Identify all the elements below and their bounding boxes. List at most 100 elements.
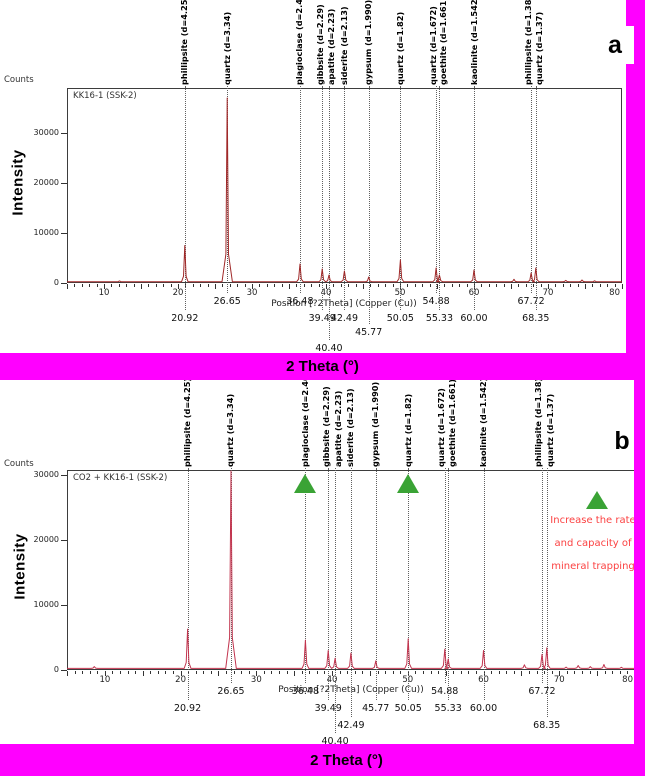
x-tick xyxy=(96,284,98,287)
y-tick-label: 30000 xyxy=(33,128,59,137)
peak-position-label: 68.35 xyxy=(533,720,561,731)
x-tick xyxy=(438,671,440,674)
y-tick xyxy=(61,232,67,234)
peak-dotted-line xyxy=(541,468,543,683)
mineral-label: kaolinite (d=1.542) xyxy=(478,377,489,467)
x-tick xyxy=(496,284,498,287)
x-tick xyxy=(97,671,99,674)
peak-position-label: 67.72 xyxy=(528,686,556,697)
x-tick-label: 70 xyxy=(553,675,565,685)
x-tick xyxy=(407,284,409,287)
x-tick xyxy=(607,284,609,287)
x-tick xyxy=(263,671,265,674)
x-tick xyxy=(369,671,371,676)
x-tick xyxy=(126,284,128,287)
x-tick xyxy=(188,671,190,674)
x-tick xyxy=(207,284,209,287)
x-tick xyxy=(377,671,379,674)
x-tick xyxy=(333,284,335,287)
x-tick xyxy=(324,671,326,674)
x-tick xyxy=(142,671,144,676)
x-tick xyxy=(604,671,606,674)
mineral-label: quartz (d=3.34) xyxy=(225,393,236,467)
x-tick xyxy=(555,284,557,287)
peak-position-label: 40.40 xyxy=(315,343,343,354)
x-tick xyxy=(180,671,182,676)
x-tick xyxy=(289,284,290,289)
x-tick xyxy=(294,671,296,676)
x-tick xyxy=(259,284,261,287)
x-tick-label: 30 xyxy=(246,288,258,298)
x-tick xyxy=(203,671,205,674)
x-tick xyxy=(566,671,568,674)
note-line: mineral trapping xyxy=(551,561,635,572)
y-tick xyxy=(61,282,67,284)
x-tick xyxy=(422,284,424,287)
x-tick xyxy=(585,284,586,289)
peak-position-label: 20.92 xyxy=(173,703,202,714)
x-tick xyxy=(612,671,614,674)
mineral-label: plagioclase (d=2.46) xyxy=(299,371,310,467)
x-tick xyxy=(318,284,320,287)
x-tick xyxy=(233,671,235,674)
peak-dotted-line xyxy=(448,468,450,700)
x-tick xyxy=(339,671,341,674)
x-tick-label: 60 xyxy=(478,675,489,685)
x-tick xyxy=(303,284,305,287)
note-triangle-icon xyxy=(586,491,608,509)
peak-dotted-line xyxy=(375,468,377,700)
peak-position-label: 60.00 xyxy=(460,313,488,324)
x-tick xyxy=(104,671,106,676)
counts-units-label: Counts xyxy=(4,459,34,469)
peak-position-label: 67.72 xyxy=(517,296,545,307)
x-tick xyxy=(326,284,327,289)
peak-dotted-line xyxy=(483,468,485,700)
x-tick xyxy=(551,671,553,674)
x-tick xyxy=(491,671,493,674)
x-tick xyxy=(468,671,470,674)
peak-position-label: 39.49 xyxy=(314,703,342,714)
y-tick-label: 30000 xyxy=(33,470,59,480)
x-tick xyxy=(141,284,142,289)
peak-position-label: 55.33 xyxy=(434,703,462,714)
x-tick xyxy=(488,284,490,287)
x-tick xyxy=(444,284,446,287)
x-tick xyxy=(165,671,167,674)
x-tick xyxy=(622,284,623,289)
x-tick-label: 80 xyxy=(622,675,633,685)
y-tick-label: 10000 xyxy=(33,600,59,610)
x-tick xyxy=(525,284,527,287)
x-tick xyxy=(311,284,313,287)
x-tick xyxy=(118,284,120,287)
x-tick-label: 70 xyxy=(542,288,554,298)
mineral-label: siderite (d=2.13) xyxy=(345,388,356,467)
peak-dotted-line xyxy=(546,468,548,717)
x-tick xyxy=(498,671,500,674)
mineral-label: phillipsite (d=1.38) xyxy=(533,377,544,467)
x-tick xyxy=(548,284,549,289)
peak-dotted-line xyxy=(230,468,232,683)
x-tick xyxy=(81,284,83,287)
x-tick xyxy=(559,671,561,676)
x-tick-label: 20 xyxy=(175,675,186,685)
x-tick xyxy=(120,671,121,674)
right-border-bar-a xyxy=(626,0,645,353)
x-tick xyxy=(74,671,76,674)
y-tick xyxy=(61,474,67,476)
x-tick xyxy=(112,671,114,674)
peak-position-label: 55.33 xyxy=(425,313,454,324)
x-tick xyxy=(385,284,387,287)
peak-position-label: 54.88 xyxy=(422,296,450,307)
x-tick xyxy=(445,671,447,676)
x-tick xyxy=(200,284,202,287)
y-tick-label: 20000 xyxy=(33,178,59,187)
x-tick xyxy=(562,284,564,287)
x-tick xyxy=(195,671,197,674)
x-tick-label: 30 xyxy=(250,675,262,685)
panel-letter-b: b xyxy=(614,426,630,455)
x-axis-title: Position [?2Theta] (Copper (Cu)) xyxy=(271,299,417,309)
mineral-label: quartz (d=1.672) xyxy=(436,388,447,467)
x-tick xyxy=(226,671,228,674)
